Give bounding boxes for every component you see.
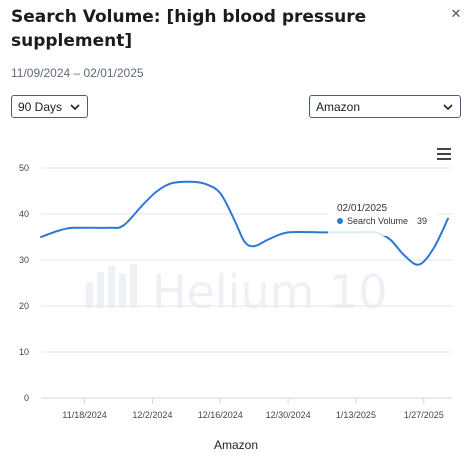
chevron-down-icon [70, 103, 80, 110]
x-tick-label: 1/13/2025 [336, 410, 376, 420]
date-range: 11/09/2024 – 02/01/2025 [11, 66, 144, 80]
x-axis-label: Amazon [214, 438, 258, 452]
x-tick-label: 12/16/2024 [198, 410, 243, 420]
y-tick-label: 0 [24, 393, 29, 403]
tooltip-value: 39 [417, 216, 427, 226]
x-tick-label: 11/18/2024 [62, 410, 106, 420]
tooltip-date: 02/01/2025 [337, 203, 387, 214]
y-tick-label: 40 [19, 209, 29, 219]
menu-bar [437, 153, 451, 155]
tooltip-marker [337, 218, 343, 224]
menu-bar [437, 148, 451, 150]
tooltip-series: Search Volume [347, 216, 408, 226]
close-icon[interactable]: ✕ [450, 6, 462, 21]
menu-bar [437, 158, 451, 160]
y-tick-label: 50 [19, 163, 29, 173]
series-line-search-volume [40, 180, 449, 266]
period-select[interactable]: 90 Days [11, 95, 88, 118]
x-tick-label: 12/30/2024 [266, 410, 311, 420]
y-tick-label: 10 [19, 347, 29, 357]
watermark-text: Helium 10 [152, 265, 388, 319]
marketplace-select-value: Amazon [316, 99, 361, 114]
x-tick-label: 1/27/2025 [404, 410, 444, 420]
page-title: Search Volume: [high blood pressure supp… [11, 7, 367, 51]
tooltip-box [328, 192, 438, 236]
x-tick-label: 12/2/2024 [132, 410, 172, 420]
y-tick-label: 20 [19, 301, 29, 311]
marketplace-select[interactable]: Amazon [309, 95, 461, 118]
chevron-down-icon [443, 103, 453, 110]
period-select-value: 90 Days [18, 99, 63, 114]
tooltip: 02/01/2025 Search Volume 39 [328, 192, 438, 236]
watermark: Helium 10 [86, 264, 388, 319]
chart-menu-icon[interactable] [437, 148, 451, 162]
y-tick-label: 30 [19, 255, 29, 265]
